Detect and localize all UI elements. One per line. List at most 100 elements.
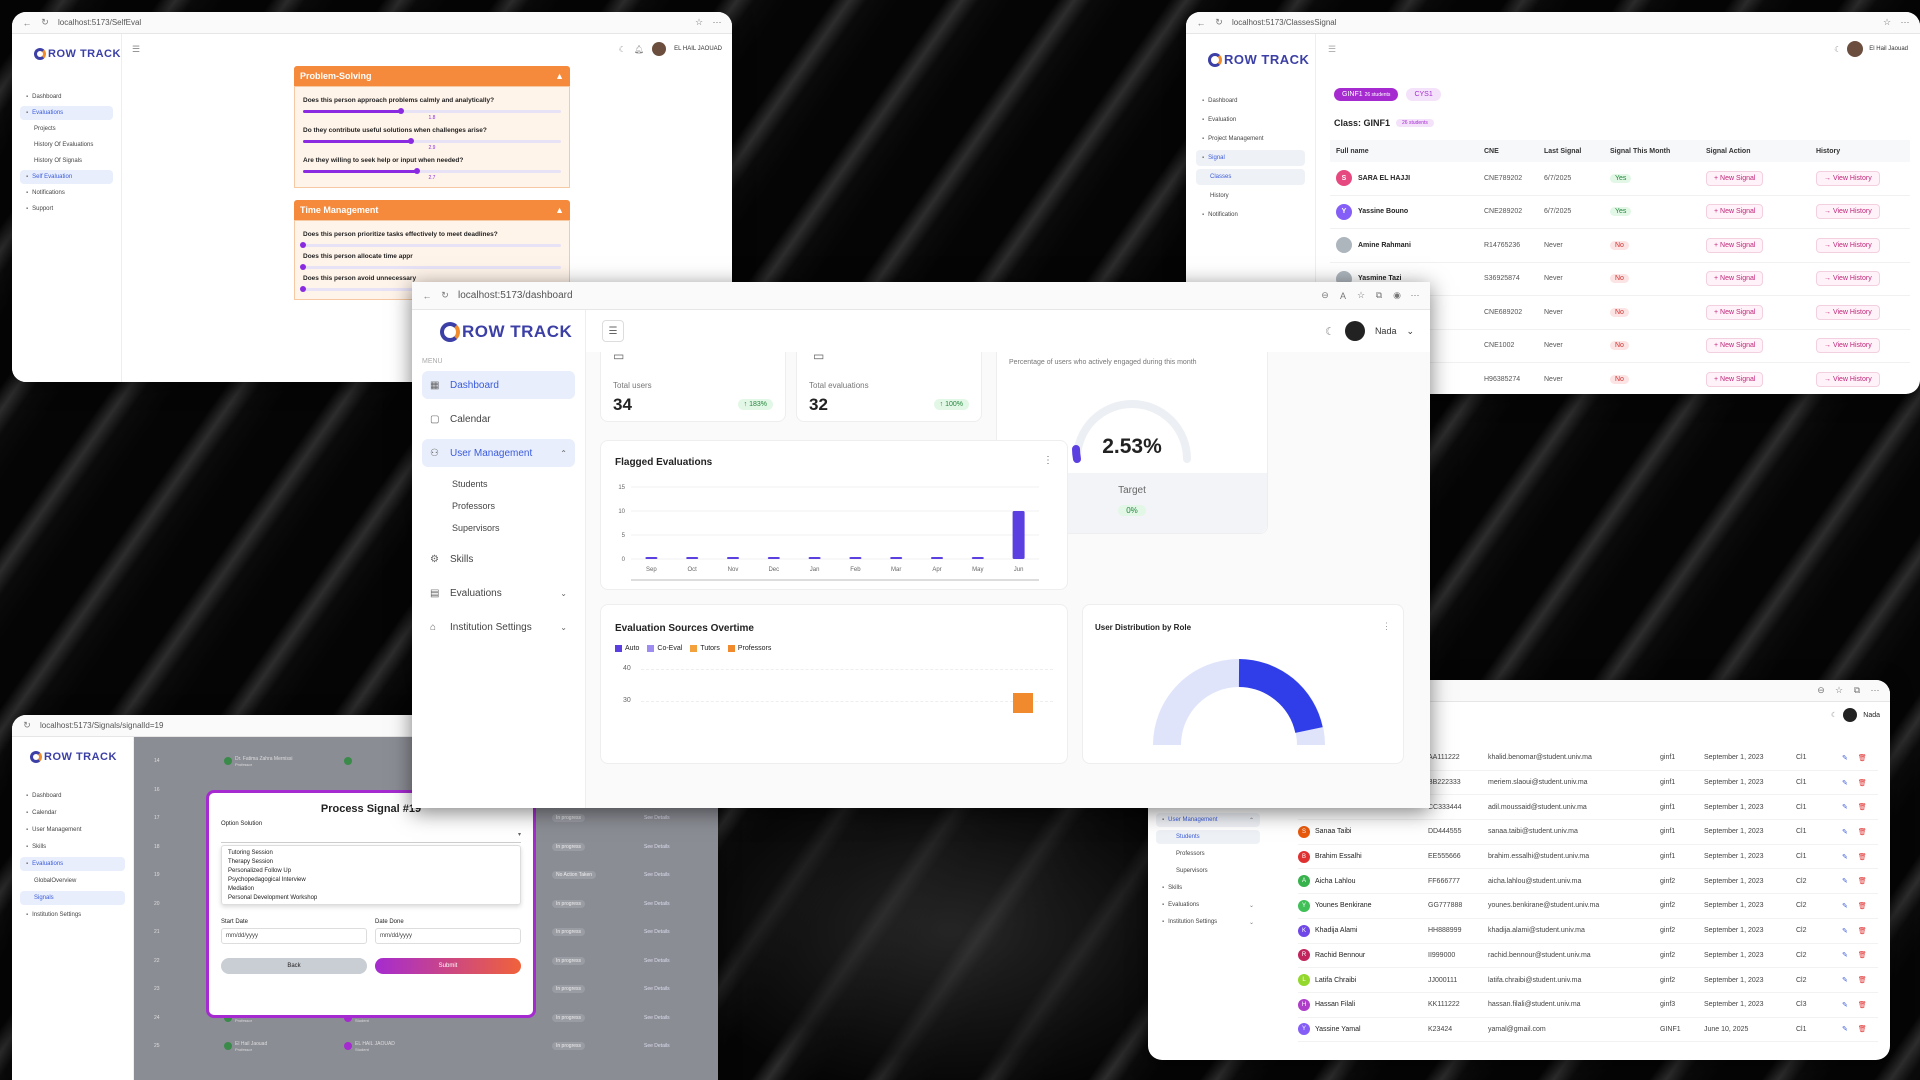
delete-icon[interactable]: 🗑︎ <box>1857 1026 1867 1034</box>
legend-item-tutors[interactable]: Tutors <box>690 645 720 652</box>
more-icon[interactable]: ⋯ <box>1900 17 1910 27</box>
more-options-icon[interactable]: ⋮ <box>1382 621 1391 631</box>
edit-icon[interactable]: ✎ <box>1842 927 1848 935</box>
bar-apr[interactable] <box>931 557 943 559</box>
bar-oct[interactable] <box>686 557 699 559</box>
see-details-link[interactable]: See Details <box>644 900 670 907</box>
delete-icon[interactable]: 🗑︎ <box>1857 779 1867 787</box>
url-bar[interactable]: localhost:5173/Signals/signalId=19 <box>40 721 164 730</box>
collapse-icon[interactable]: ▲ <box>555 71 564 81</box>
view-history-button[interactable]: → View History <box>1816 338 1880 354</box>
chart-scrollbar[interactable] <box>631 579 1039 581</box>
logo[interactable]: ROW TRACK <box>12 34 121 60</box>
bar-feb[interactable] <box>849 557 862 559</box>
moon-icon[interactable]: ☾ <box>1830 712 1838 719</box>
tab-ginf1[interactable]: GINF1 26 students <box>1334 88 1399 101</box>
sidebar-item-dashboard[interactable]: ▦ Dashboard <box>422 371 575 399</box>
done-date-input[interactable]: mm/dd/yyyy <box>375 928 521 944</box>
edit-icon[interactable]: ✎ <box>1842 878 1848 886</box>
see-details-link[interactable]: See Details <box>644 957 670 964</box>
zoom-icon[interactable]: ⊖ <box>1817 685 1825 695</box>
sidebar-item-user-management[interactable]: ⚇ User Management ⌃ <box>422 439 575 467</box>
menu-toggle-icon[interactable]: ☰ <box>1328 43 1337 54</box>
new-signal-button[interactable]: + New Signal <box>1706 170 1764 186</box>
view-history-button[interactable]: → View History <box>1816 271 1880 287</box>
sidebar-item-skills[interactable]: ▪ Skills <box>20 840 125 854</box>
bar-jun[interactable] <box>1012 511 1025 559</box>
moon-icon[interactable]: ☾ <box>618 44 626 54</box>
sidebar-item-calendar[interactable]: ▪ Calendar <box>20 806 125 820</box>
moon-icon[interactable]: ☾ <box>1325 325 1335 338</box>
menu-toggle-icon[interactable]: ☰ <box>132 43 141 54</box>
slider-thumb[interactable] <box>408 138 415 144</box>
edit-icon[interactable]: ✎ <box>1842 779 1848 787</box>
star-icon[interactable]: ☆ <box>1882 17 1892 27</box>
section-header-problem-solving[interactable]: Problem-Solving ▲ <box>294 66 570 86</box>
sidebar-item-projects[interactable]: Projects <box>20 122 113 136</box>
sidebar-item-institution-settings[interactable]: ▪ Institution Settings <box>20 908 125 922</box>
legend-item-auto[interactable]: Auto <box>615 645 639 652</box>
sidebar-item-professors[interactable]: Professors <box>452 501 496 511</box>
bar-dec[interactable] <box>767 557 780 559</box>
bar-sep[interactable] <box>645 557 658 559</box>
url-bar[interactable]: localhost:5173/SelfEval <box>58 18 142 27</box>
delete-icon[interactable]: 🗑︎ <box>1857 927 1867 935</box>
edit-icon[interactable]: ✎ <box>1842 977 1848 985</box>
star-icon[interactable]: ☆ <box>694 17 704 27</box>
rating-slider[interactable] <box>300 264 561 270</box>
user-menu[interactable]: ☾ El Hail Jaouad <box>1834 41 1908 57</box>
delete-icon[interactable]: 🗑︎ <box>1857 853 1867 861</box>
slider-thumb[interactable] <box>413 168 420 174</box>
slider-thumb[interactable] <box>300 264 306 270</box>
rating-slider[interactable] <box>303 168 561 174</box>
sidebar-item-supervisors[interactable]: Supervisors <box>1156 864 1260 878</box>
collapse-icon[interactable]: ▲ <box>555 205 564 215</box>
option-tutoring-session[interactable]: Tutoring Session <box>228 849 273 856</box>
option-personal-development-workshop[interactable]: Personal Development Workshop <box>228 894 318 901</box>
reload-icon[interactable]: ↻ <box>441 290 449 300</box>
back-icon[interactable]: ← <box>422 290 432 301</box>
new-signal-button[interactable]: + New Signal <box>1706 237 1764 253</box>
edit-icon[interactable]: ✎ <box>1842 853 1848 861</box>
sidebar-item-self-evaluation[interactable]: ▪ Self Evaluation <box>20 170 113 184</box>
sidebar-item-evaluations[interactable]: ▪ Evaluations <box>20 106 113 120</box>
rating-slider[interactable] <box>300 242 561 248</box>
edit-icon[interactable]: ✎ <box>1842 902 1848 910</box>
bar-jan[interactable] <box>808 557 821 559</box>
option-select[interactable]: ▾ <box>221 831 521 843</box>
option-mediation[interactable]: Mediation <box>228 885 255 892</box>
delete-icon[interactable]: 🗑︎ <box>1857 1001 1867 1009</box>
favorites-icon[interactable]: ⧉ <box>1853 685 1861 695</box>
bar-nov[interactable] <box>727 557 739 559</box>
reload-icon[interactable]: ↻ <box>41 17 49 27</box>
delete-icon[interactable]: 🗑︎ <box>1857 804 1867 812</box>
bell-icon[interactable]: 🔔︎ <box>633 44 645 54</box>
reload-icon[interactable]: ↻ <box>1215 17 1223 27</box>
new-signal-button[interactable]: + New Signal <box>1706 304 1764 320</box>
star-icon[interactable]: ☆ <box>1834 685 1844 695</box>
logo[interactable]: ROW TRACK <box>412 310 585 342</box>
bar-may[interactable] <box>971 557 984 559</box>
sidebar-item-globaloverview[interactable]: GlobalOverview <box>20 874 125 888</box>
view-history-button[interactable]: → View History <box>1816 237 1880 253</box>
sidebar-item-notifications[interactable]: ▪ Notifications <box>20 186 113 200</box>
edit-icon[interactable]: ✎ <box>1842 1026 1848 1034</box>
edit-icon[interactable]: ✎ <box>1842 1001 1848 1009</box>
profile-icon[interactable]: ◉ <box>1393 290 1401 300</box>
user-menu[interactable]: ☾ 🔔︎ EL HAIL JAOUAD <box>619 42 722 56</box>
sidebar-item-evaluations[interactable]: ▤ Evaluations ⌄ <box>422 579 575 607</box>
see-details-link[interactable]: See Details <box>644 1043 670 1050</box>
more-icon[interactable]: ⋯ <box>1870 685 1880 695</box>
see-details-link[interactable]: See Details <box>644 872 670 879</box>
sidebar-item-history[interactable]: History <box>1196 188 1305 204</box>
url-bar[interactable]: localhost:5173/ClassesSignal <box>1232 18 1337 27</box>
slider-thumb[interactable] <box>300 286 306 292</box>
new-signal-button[interactable]: + New Signal <box>1706 271 1764 287</box>
sidebar-item-signal[interactable]: ▪ Signal <box>1196 150 1305 166</box>
sidebar-item-supervisors[interactable]: Supervisors <box>452 523 500 533</box>
sidebar-item-skills[interactable]: ⚙ Skills <box>422 545 575 573</box>
delete-icon[interactable]: 🗑︎ <box>1857 828 1867 836</box>
sidebar-item-dashboard[interactable]: ▪ Dashboard <box>20 789 125 803</box>
sidebar-item-students[interactable]: Students <box>452 479 488 489</box>
sidebar-item-institution-settings[interactable]: ▪ Institution Settings ⌄ <box>1156 915 1260 929</box>
